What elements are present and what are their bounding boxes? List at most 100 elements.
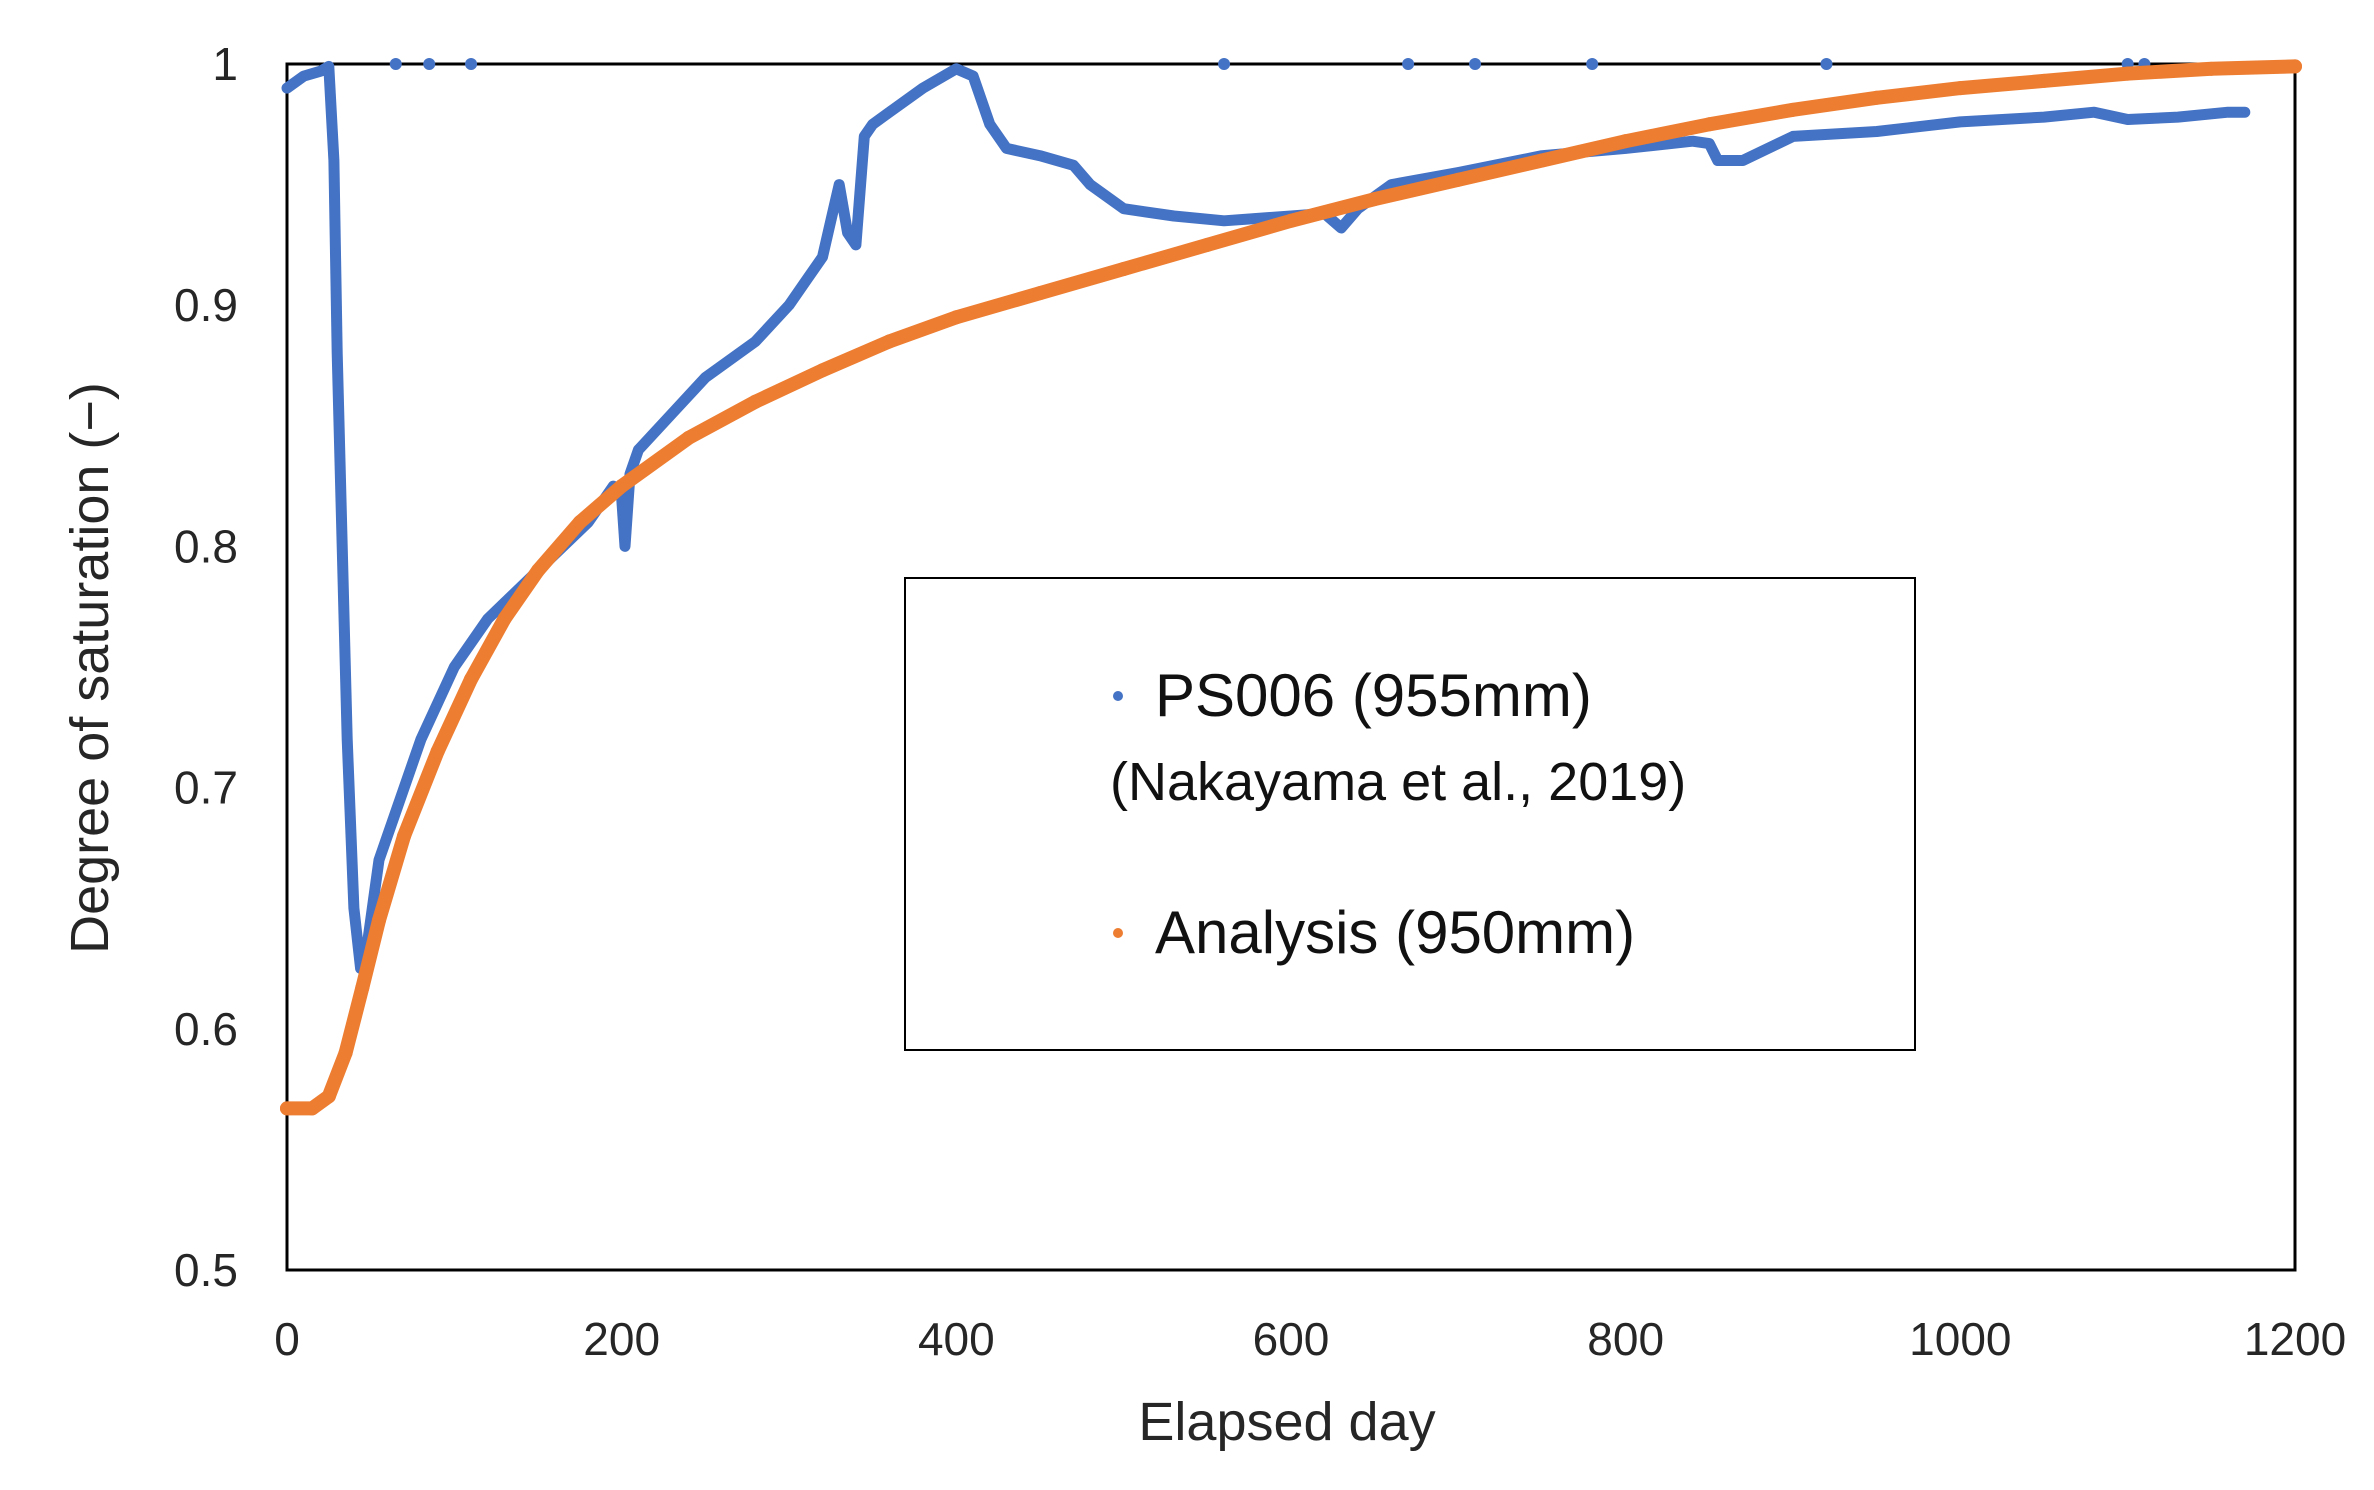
data-point bbox=[842, 227, 853, 238]
data-point bbox=[1001, 143, 1012, 154]
y-tick-label: 0.9 bbox=[174, 279, 238, 331]
data-point bbox=[2039, 112, 2049, 123]
data-point bbox=[1116, 262, 1131, 277]
data-point bbox=[390, 806, 401, 817]
data-point bbox=[666, 408, 677, 419]
data-point bbox=[1035, 150, 1045, 161]
data-point bbox=[1618, 134, 1633, 149]
legend-box bbox=[904, 577, 1916, 1051]
data-point bbox=[620, 541, 631, 552]
data-point bbox=[321, 1089, 336, 1104]
outlier-point bbox=[1586, 58, 1599, 70]
data-point bbox=[968, 71, 979, 82]
x-tick-label: 600 bbox=[1253, 1313, 1330, 1365]
y-tick-label: 1 bbox=[212, 38, 238, 90]
data-point bbox=[415, 734, 426, 745]
data-point bbox=[397, 828, 412, 843]
data-point bbox=[1033, 286, 1047, 301]
data-point bbox=[338, 1045, 353, 1060]
data-point bbox=[882, 334, 897, 349]
data-point bbox=[1704, 138, 1715, 149]
legend-marker-ps006 bbox=[1113, 691, 1123, 701]
data-point bbox=[332, 348, 343, 359]
data-point bbox=[1687, 136, 1698, 147]
data-point bbox=[298, 71, 309, 82]
data-point bbox=[917, 83, 928, 94]
data-point bbox=[280, 1101, 294, 1116]
y-tick-label: 0.7 bbox=[174, 762, 238, 814]
data-point bbox=[282, 83, 292, 94]
data-point bbox=[1737, 155, 1748, 166]
data-point bbox=[1869, 90, 1884, 105]
data-point bbox=[800, 276, 811, 287]
data-point bbox=[1367, 192, 1382, 207]
data-point bbox=[305, 1101, 320, 1116]
data-point bbox=[884, 107, 895, 118]
data-point bbox=[951, 63, 962, 74]
data-point bbox=[348, 903, 359, 914]
data-point bbox=[815, 363, 830, 378]
data-point bbox=[482, 613, 493, 624]
data-point bbox=[867, 119, 878, 130]
data-point bbox=[531, 563, 545, 578]
data-point bbox=[784, 300, 794, 311]
data-point bbox=[1068, 160, 1079, 171]
x-tick-label: 400 bbox=[918, 1313, 995, 1365]
outlier-point bbox=[465, 58, 478, 70]
data-point bbox=[315, 66, 326, 77]
data-point bbox=[700, 372, 711, 383]
data-point bbox=[1702, 117, 1717, 132]
outlier-point bbox=[389, 58, 402, 70]
data-point bbox=[681, 430, 696, 445]
data-point bbox=[1200, 237, 1215, 252]
data-point bbox=[337, 541, 348, 552]
outlier-point bbox=[1218, 58, 1231, 70]
data-point bbox=[817, 251, 828, 262]
legend: PS006 (955mm) (Nakayama et al., 2019) An… bbox=[904, 577, 1916, 1051]
data-point bbox=[1168, 210, 1179, 221]
data-point bbox=[497, 611, 512, 626]
data-point bbox=[633, 444, 644, 455]
data-point bbox=[859, 131, 870, 142]
legend-marker-analysis bbox=[1113, 928, 1123, 938]
axes: 0 200 400 600 800 1000 1200 0.5 0.6 0.7 0.8 0.9 1 bbox=[174, 38, 2346, 1365]
series-analysis bbox=[280, 59, 2302, 1116]
data-point bbox=[2204, 61, 2219, 76]
data-point bbox=[1451, 172, 1466, 187]
y-tick-label: 0.6 bbox=[174, 1003, 238, 1055]
x-tick-label: 200 bbox=[583, 1313, 660, 1365]
data-point bbox=[825, 215, 836, 226]
outlier-point bbox=[1402, 58, 1415, 70]
series-group bbox=[280, 58, 2302, 1116]
series-line bbox=[280, 59, 2302, 1116]
legend-label-ps006: PS006 (955mm) bbox=[1155, 662, 1592, 729]
data-point bbox=[1953, 81, 1968, 96]
outlier-point bbox=[423, 58, 436, 70]
data-point bbox=[1786, 102, 1800, 117]
data-point bbox=[614, 479, 629, 494]
data-point bbox=[2089, 107, 2100, 118]
data-point bbox=[2172, 112, 2183, 123]
data-point bbox=[572, 515, 587, 530]
data-point bbox=[372, 913, 387, 928]
data-point bbox=[342, 734, 353, 745]
data-point bbox=[1336, 223, 1347, 234]
data-point bbox=[1712, 155, 1723, 166]
data-point bbox=[750, 336, 761, 347]
x-tick-label: 1000 bbox=[1909, 1313, 2011, 1365]
x-tick-label: 800 bbox=[1587, 1313, 1664, 1365]
data-point bbox=[1386, 179, 1397, 190]
data-point bbox=[1085, 179, 1096, 190]
y-axis-title: Degree of saturation (−) bbox=[60, 382, 120, 954]
data-point bbox=[2122, 114, 2133, 125]
data-point bbox=[1219, 215, 1230, 226]
data-point bbox=[2239, 107, 2250, 118]
data-point bbox=[374, 854, 385, 865]
legend-label-analysis: Analysis (950mm) bbox=[1155, 899, 1635, 966]
outlier-point bbox=[1820, 58, 1833, 70]
y-tick-label: 0.8 bbox=[174, 520, 238, 572]
data-point bbox=[850, 239, 861, 250]
data-point bbox=[328, 155, 339, 166]
data-point bbox=[2037, 73, 2051, 88]
